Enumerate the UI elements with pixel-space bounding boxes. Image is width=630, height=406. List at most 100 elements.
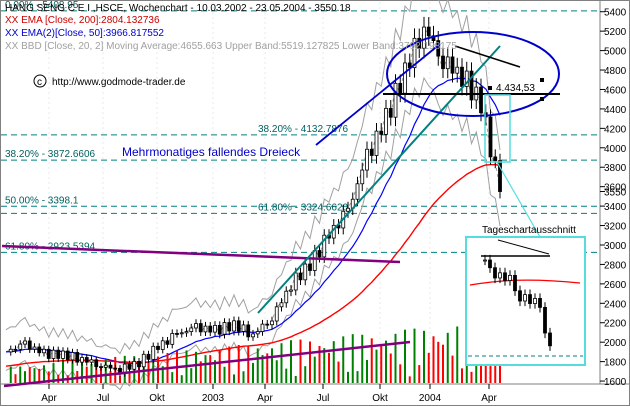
candle-body [436, 40, 441, 57]
volume-bar [304, 366, 307, 383]
volume-bar [247, 345, 250, 383]
volume-bar [71, 361, 74, 383]
candle-body [241, 324, 246, 332]
candle-body [479, 86, 483, 114]
volume-bar [275, 360, 278, 383]
candle-body [42, 348, 46, 354]
volume-bar [446, 332, 449, 383]
candle-body [232, 320, 236, 332]
volume-bar [461, 368, 463, 383]
volume-bar [242, 371, 245, 383]
y-tick-label: 3400 [604, 202, 627, 213]
inset-candle-body [483, 259, 487, 262]
volume-bar [14, 374, 17, 383]
fib-label: 61.80% - 3324.6620 [258, 202, 349, 213]
volume-bar [285, 368, 288, 383]
volume-bar [128, 372, 131, 383]
volume-bar [228, 346, 231, 383]
inset-candle-body [503, 272, 507, 281]
volume-bar [442, 344, 444, 383]
candle-body [108, 364, 113, 369]
volume-bar [456, 326, 459, 383]
volume-bar [266, 353, 269, 383]
y-tick-label: 2600 [604, 280, 627, 291]
candle-body [179, 332, 184, 335]
volume-bar [318, 345, 321, 383]
candle-body [194, 323, 198, 329]
x-tick-label: Apr [481, 393, 497, 404]
candle-body [298, 272, 303, 281]
volume-bar [399, 364, 402, 383]
y-tick-label: 1800 [604, 358, 627, 369]
candle-body [175, 333, 179, 335]
candle-body [37, 346, 42, 354]
y-tick-label: 3800 [604, 163, 627, 174]
volume-bar [418, 365, 421, 383]
volume-bar [342, 336, 345, 383]
volume-bar [233, 374, 235, 383]
candle-body [99, 366, 103, 368]
volume-bar [408, 376, 411, 383]
volume-bar [313, 356, 316, 383]
x-tick-label: Jul [97, 393, 110, 404]
y-tick-label: 4400 [604, 105, 627, 116]
volume-bar [299, 339, 302, 383]
volume-bar [356, 371, 359, 383]
candle-body [393, 82, 398, 118]
candle-body [18, 343, 23, 350]
volume-bar [451, 355, 454, 383]
volume-bar [480, 357, 482, 383]
candle-body [403, 62, 407, 94]
candle-body [426, 26, 431, 37]
candle-body [203, 325, 208, 333]
y-tick-label: 5200 [604, 27, 627, 38]
volume-bar [432, 336, 435, 383]
volume-bar [375, 349, 378, 383]
fib-label: 0.00% - 5408.95 [5, 0, 79, 11]
y-tick-label: 3200 [604, 222, 627, 233]
volume-bar [328, 352, 330, 383]
candle-body [360, 169, 365, 185]
pointer-line [315, 43, 441, 146]
candle-body [251, 333, 255, 338]
volume-bar [290, 340, 292, 383]
candle-body [217, 324, 222, 335]
volume-bar [404, 329, 406, 383]
candle-body [65, 350, 70, 361]
volume-bar [294, 375, 297, 383]
candle-body [308, 263, 312, 271]
volume-bar [237, 344, 240, 383]
volume-bar [209, 355, 212, 383]
level-label: 4.434,53 [496, 83, 535, 94]
candle-body [160, 340, 165, 350]
ema200-legend: XX EMA [Close, 200]:2804.132736 [5, 15, 160, 26]
volume-bar [470, 371, 473, 383]
candle-body [165, 340, 170, 345]
y-axis-ticks: 1600 1800 2000 2200 2400 2600 2800 3000 3200 3400… [600, 8, 627, 388]
candle-body [113, 367, 118, 370]
inset-ema-line [469, 279, 581, 286]
volume-bar [24, 371, 26, 383]
annotation-drawings: c [1, 31, 560, 388]
volume-bar [347, 371, 349, 383]
volume-bar [138, 366, 140, 383]
volume-bar [9, 366, 12, 383]
candle-body [80, 357, 84, 363]
candle-body [184, 331, 189, 334]
level-marker [540, 97, 544, 101]
candle-body [488, 116, 493, 158]
y-tick-label: 2000 [604, 338, 627, 349]
candle-body [317, 250, 322, 258]
volume-bar [271, 348, 273, 383]
volume-bar [62, 361, 64, 383]
daily-inset [465, 236, 586, 366]
volume-bar [218, 350, 221, 383]
candle-body [284, 290, 289, 304]
candle-body [137, 361, 141, 368]
inset-top-line [497, 239, 550, 255]
inset-candle-body [523, 294, 527, 302]
volume-bar [252, 362, 254, 383]
candle-body [379, 130, 384, 135]
candle-body [274, 306, 279, 322]
candle-body [27, 340, 32, 350]
